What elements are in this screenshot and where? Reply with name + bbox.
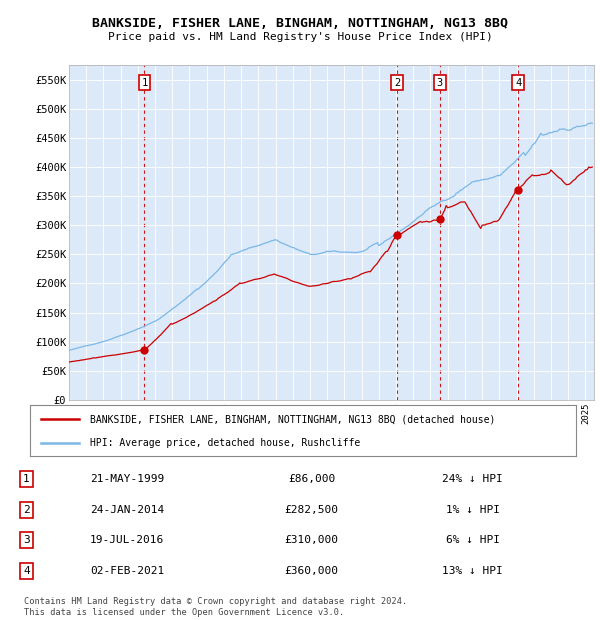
Text: £310,000: £310,000 <box>284 535 338 545</box>
Text: 13% ↓ HPI: 13% ↓ HPI <box>442 565 503 575</box>
Text: £86,000: £86,000 <box>288 474 335 484</box>
Text: 2: 2 <box>394 78 400 87</box>
Text: 24-JAN-2014: 24-JAN-2014 <box>90 505 164 515</box>
Text: HPI: Average price, detached house, Rushcliffe: HPI: Average price, detached house, Rush… <box>90 438 361 448</box>
Text: 6% ↓ HPI: 6% ↓ HPI <box>446 535 500 545</box>
Text: 2: 2 <box>23 505 30 515</box>
Text: BANKSIDE, FISHER LANE, BINGHAM, NOTTINGHAM, NG13 8BQ (detached house): BANKSIDE, FISHER LANE, BINGHAM, NOTTINGH… <box>90 414 496 424</box>
Text: BANKSIDE, FISHER LANE, BINGHAM, NOTTINGHAM, NG13 8BQ: BANKSIDE, FISHER LANE, BINGHAM, NOTTINGH… <box>92 17 508 30</box>
Text: 1% ↓ HPI: 1% ↓ HPI <box>446 505 500 515</box>
Text: 21-MAY-1999: 21-MAY-1999 <box>90 474 164 484</box>
Text: 02-FEB-2021: 02-FEB-2021 <box>90 565 164 575</box>
Text: 1: 1 <box>141 78 148 87</box>
Text: 4: 4 <box>515 78 521 87</box>
Text: 3: 3 <box>23 535 30 545</box>
Text: 24% ↓ HPI: 24% ↓ HPI <box>442 474 503 484</box>
Text: 3: 3 <box>437 78 443 87</box>
Text: 1: 1 <box>23 474 30 484</box>
Text: Contains HM Land Registry data © Crown copyright and database right 2024.
This d: Contains HM Land Registry data © Crown c… <box>24 598 407 617</box>
Text: £282,500: £282,500 <box>284 505 338 515</box>
Text: Price paid vs. HM Land Registry's House Price Index (HPI): Price paid vs. HM Land Registry's House … <box>107 32 493 42</box>
Text: 4: 4 <box>23 565 30 575</box>
Text: £360,000: £360,000 <box>284 565 338 575</box>
Text: 19-JUL-2016: 19-JUL-2016 <box>90 535 164 545</box>
